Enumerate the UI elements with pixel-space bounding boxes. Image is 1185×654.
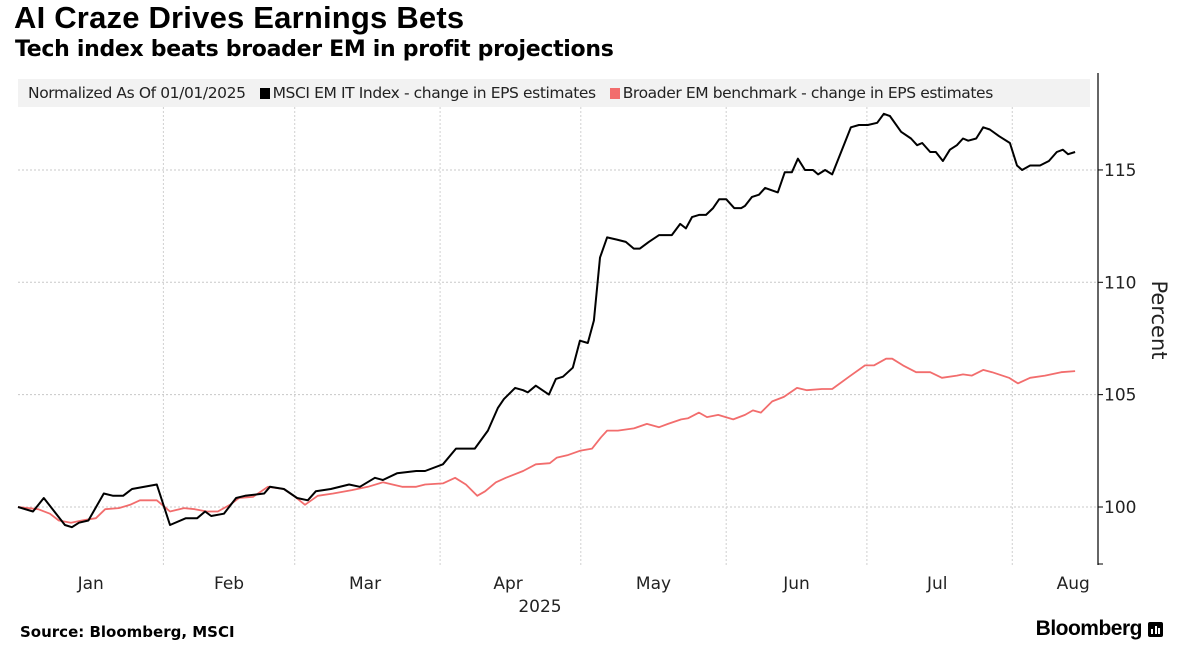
brand-name: Bloomberg [1035, 617, 1143, 640]
y-tick-label: 110 [1104, 273, 1136, 293]
x-tick-label: Aug [1057, 574, 1090, 594]
gridlines [18, 107, 1098, 565]
x-tick-label: Jan [77, 574, 104, 594]
chart-subtitle: Tech index beats broader EM in profit pr… [15, 37, 614, 62]
x-tick-label: May [636, 574, 671, 594]
legend: Normalized As Of 01/01/2025 MSCI EM IT I… [18, 79, 1090, 107]
y-tick-label: 100 [1104, 498, 1136, 518]
bloomberg-chart-icon [1148, 621, 1163, 637]
legend-item-msci-it: MSCI EM IT Index - change in EPS estimat… [259, 84, 597, 102]
x-tick-label: Mar [349, 574, 381, 594]
axes: 100 105 110 115 Jan Feb Mar Apr May Jun Jul Aug [77, 73, 1136, 594]
source-note: Source: Bloomberg, MSCI [20, 623, 235, 641]
x-tick-label: Feb [214, 574, 244, 594]
series-line [17, 357, 1076, 524]
chart-title: AI Craze Drives Earnings Bets [14, 0, 465, 35]
y-tick-label: 115 [1104, 161, 1136, 181]
y-tick-label: 105 [1104, 386, 1136, 406]
x-tick-label: Apr [493, 574, 522, 594]
legend-note: Normalized As Of 01/01/2025 [28, 84, 246, 102]
x-tick-label: Jun [782, 574, 810, 594]
x-axis-label: 2025 [518, 597, 561, 617]
series-lines [17, 112, 1076, 529]
legend-item-broader-em: Broader EM benchmark - change in EPS est… [609, 84, 994, 102]
legend-label: MSCI EM IT Index - change in EPS estimat… [272, 84, 597, 102]
legend-swatch-black [259, 88, 270, 99]
legend-swatch-red [609, 88, 620, 99]
y-axis-label: Percent [1147, 280, 1171, 359]
bloomberg-logo: Bloomberg [1036, 617, 1163, 641]
x-tick-label: Jul [926, 574, 948, 594]
series-line [17, 112, 1076, 529]
legend-label: Broader EM benchmark - change in EPS est… [622, 84, 994, 102]
